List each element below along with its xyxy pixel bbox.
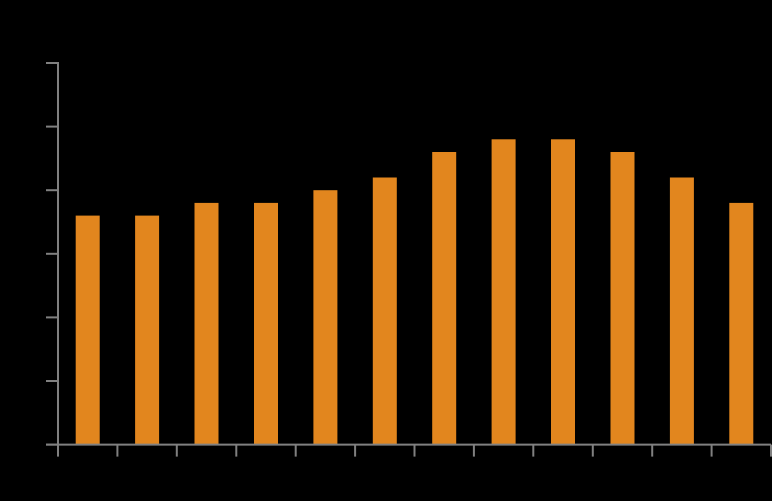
bar <box>254 202 278 445</box>
bar <box>610 152 635 445</box>
bar <box>669 177 694 445</box>
bar <box>372 177 397 445</box>
bar <box>729 202 754 445</box>
bar <box>491 139 516 445</box>
bar <box>551 139 575 445</box>
bar <box>313 190 338 445</box>
bar <box>432 152 457 445</box>
bar <box>135 215 160 445</box>
bar <box>75 215 100 445</box>
bar <box>194 202 219 445</box>
